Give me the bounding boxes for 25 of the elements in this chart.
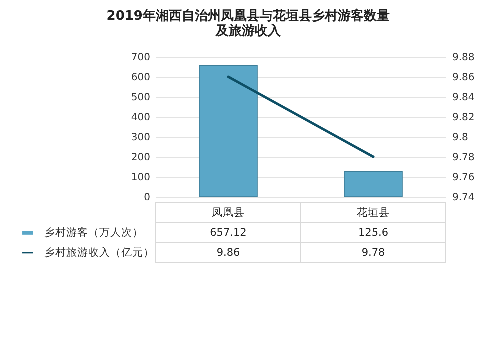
y2-tick-label: 9.84 — [452, 92, 475, 104]
y-tick-label: 600 — [131, 72, 150, 84]
data-label: 125.6 — [358, 227, 389, 239]
y-tick-label: 0 — [144, 192, 150, 204]
y2-tick-label: 9.88 — [452, 52, 475, 64]
data-label: 9.86 — [216, 247, 241, 259]
y2-tick-label: 9.82 — [452, 112, 475, 124]
y2-tick-label: 9.74 — [452, 192, 475, 204]
x-tick-label: 花垣县 — [357, 206, 390, 219]
legend-label: 乡村游客（万人次） — [44, 226, 144, 239]
y2-tick-label: 9.8 — [452, 132, 468, 144]
y-tick-label: 300 — [131, 132, 150, 144]
y-tick-label: 500 — [131, 92, 150, 104]
y2-tick-label: 9.78 — [452, 152, 475, 164]
y-tick-label: 700 — [131, 52, 150, 64]
y-tick-label: 100 — [131, 172, 150, 184]
chart-title: 2019年湘西自治州凤凰县与花垣县乡村游客数量及旅游收入 — [106, 8, 390, 39]
y-tick-label: 400 — [131, 112, 150, 124]
y2-tick-label: 9.86 — [452, 72, 475, 84]
data-label: 657.12 — [210, 227, 247, 239]
legend-label: 乡村旅游收入（亿元） — [44, 246, 154, 259]
y-tick-label: 200 — [131, 152, 150, 164]
x-tick-label: 凤凰县 — [212, 207, 245, 219]
y2-tick-label: 9.76 — [452, 172, 475, 184]
data-label: 9.78 — [362, 247, 386, 259]
